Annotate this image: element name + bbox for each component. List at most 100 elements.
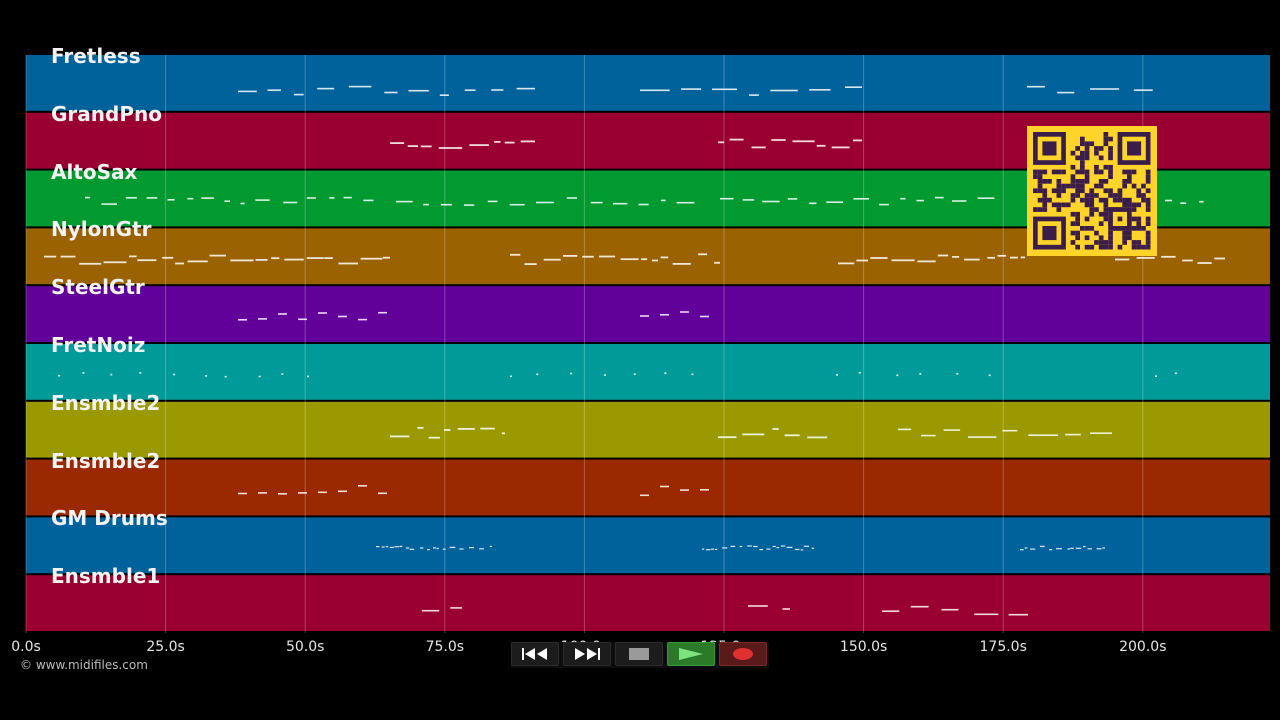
midi-note xyxy=(378,492,387,495)
midi-note xyxy=(720,197,734,200)
midi-note xyxy=(409,548,414,550)
midi-note xyxy=(255,199,270,201)
qr-module xyxy=(1089,211,1095,217)
midi-note xyxy=(919,373,922,375)
qr-module xyxy=(1103,141,1109,147)
rewind-button[interactable] xyxy=(511,642,559,666)
midi-note xyxy=(1133,89,1153,91)
stop-icon xyxy=(629,648,649,660)
qr-module xyxy=(1098,169,1104,175)
qr-module xyxy=(1131,244,1137,250)
qr-module xyxy=(1061,188,1066,194)
time-tick-label: 75.0s xyxy=(425,639,465,655)
midi-note xyxy=(173,373,176,376)
midi-note xyxy=(620,258,639,261)
qr-module xyxy=(1075,244,1080,250)
midi-note xyxy=(1199,200,1204,203)
midi-note xyxy=(780,545,786,547)
qr-module xyxy=(1051,202,1057,208)
qr-module xyxy=(1094,183,1099,189)
qr-module xyxy=(1098,244,1104,250)
midi-note xyxy=(831,146,850,149)
midi-note xyxy=(826,201,843,203)
time-tick-label: 0.0s xyxy=(11,639,41,655)
midi-note xyxy=(408,89,429,92)
qr-module xyxy=(1103,132,1109,137)
midi-note xyxy=(1096,548,1102,550)
qr-module xyxy=(1094,240,1099,245)
stop-button[interactable] xyxy=(615,642,663,666)
qr-module xyxy=(1084,216,1090,222)
midi-note xyxy=(494,141,501,143)
midi-note xyxy=(776,547,780,549)
qr-module xyxy=(1108,146,1113,151)
fast-forward-button[interactable] xyxy=(563,642,611,666)
qr-module xyxy=(1084,146,1090,151)
qr-module xyxy=(1033,169,1038,175)
midi-note xyxy=(952,256,960,258)
midi-note xyxy=(664,372,667,374)
qr-module xyxy=(1145,197,1151,203)
midi-note xyxy=(440,203,452,206)
midi-note xyxy=(660,314,669,316)
midi-note xyxy=(271,257,280,260)
qr-module xyxy=(1094,146,1099,151)
midi-note xyxy=(240,202,245,205)
midi-note xyxy=(338,490,347,493)
qr-module xyxy=(1065,183,1071,189)
qr-module xyxy=(1070,174,1076,179)
midi-note xyxy=(1083,546,1086,548)
qr-module xyxy=(1037,183,1043,189)
qr-module xyxy=(1047,197,1052,203)
play-button[interactable] xyxy=(667,642,715,666)
midi-note xyxy=(1075,547,1082,549)
qr-module xyxy=(1098,155,1104,161)
midi-note xyxy=(782,608,790,610)
qr-module xyxy=(1075,179,1080,184)
qr-module xyxy=(1056,188,1062,194)
record-button[interactable] xyxy=(719,642,767,666)
midi-note xyxy=(633,373,636,375)
qr-module xyxy=(1070,221,1076,226)
midi-note xyxy=(640,494,649,497)
midi-note xyxy=(997,254,1007,257)
track-lane xyxy=(26,286,1270,342)
midi-note xyxy=(394,546,400,548)
midi-note xyxy=(407,145,418,147)
midi-note xyxy=(205,375,208,377)
qr-module xyxy=(1042,202,1048,208)
midi-note xyxy=(103,261,127,264)
qr-module xyxy=(1075,193,1080,198)
midi-note xyxy=(487,200,498,203)
qr-module xyxy=(1103,244,1109,250)
midi-note xyxy=(329,197,335,199)
qr-module xyxy=(1103,207,1109,212)
midi-note xyxy=(680,489,689,491)
midi-note xyxy=(1155,375,1157,377)
qr-module xyxy=(1075,216,1080,222)
qr-module xyxy=(1080,197,1085,203)
qr-module xyxy=(1103,179,1109,184)
midi-note xyxy=(1180,202,1187,204)
time-tick-label: 25.0s xyxy=(146,639,185,655)
qr-module xyxy=(1141,197,1146,203)
qr-module xyxy=(1075,230,1080,236)
qr-module xyxy=(1108,230,1113,236)
midi-note xyxy=(463,204,475,206)
midi-note xyxy=(1049,549,1053,551)
qr-module xyxy=(1056,169,1062,175)
midi-note xyxy=(661,199,666,202)
qr-module xyxy=(1108,164,1113,170)
midi-note xyxy=(1057,91,1075,94)
qr-module xyxy=(1136,244,1142,250)
midi-note xyxy=(283,201,298,204)
qr-module xyxy=(1108,235,1113,241)
midi-note xyxy=(711,548,714,550)
qr-module xyxy=(1122,230,1127,236)
midi-note xyxy=(570,372,573,375)
midi-note xyxy=(784,434,800,437)
midi-note xyxy=(941,608,959,611)
qr-module xyxy=(1122,169,1127,175)
midi-note xyxy=(714,261,720,264)
